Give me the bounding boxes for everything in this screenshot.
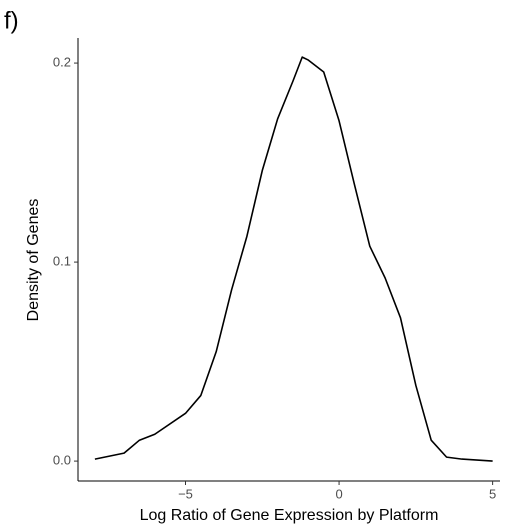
y-tick-label: 0.2 xyxy=(53,55,71,70)
x-tick-label: −5 xyxy=(178,486,193,501)
y-axis-title: Density of Genes xyxy=(25,199,42,322)
x-axis-title: Log Ratio of Gene Expression by Platform xyxy=(140,507,439,524)
x-tick-label: 0 xyxy=(335,486,342,501)
density-line xyxy=(94,56,493,462)
y-tick-label: 0.1 xyxy=(53,254,71,269)
y-tick-label: 0.0 xyxy=(53,453,71,468)
panel-label: f) xyxy=(4,7,19,34)
x-tick-label: 5 xyxy=(489,486,496,501)
